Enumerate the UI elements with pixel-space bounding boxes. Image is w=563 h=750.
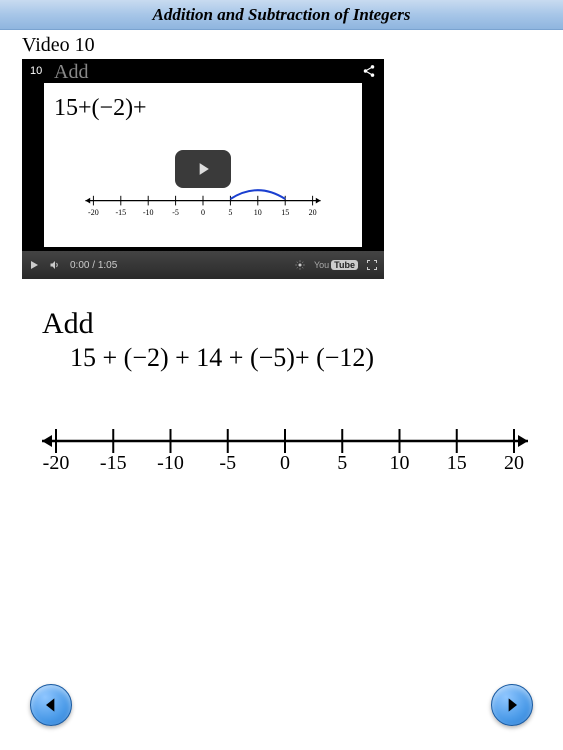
nav-buttons (0, 684, 563, 726)
svg-text:10: 10 (390, 452, 410, 474)
play-icon[interactable] (28, 259, 40, 271)
number-line: -20 -15 -10 -5 0 5 10 15 20 (40, 421, 530, 491)
svg-text:-5: -5 (172, 208, 179, 217)
play-button[interactable] (175, 150, 231, 188)
duration: 1:05 (98, 260, 117, 271)
svg-text:-5: -5 (219, 452, 236, 474)
svg-text:15: 15 (447, 452, 467, 474)
problem-heading: Add (42, 307, 533, 341)
svg-text:5: 5 (228, 208, 232, 217)
video-equation-preview: 15+(−2)+ (54, 95, 147, 122)
current-time: 0:00 (70, 260, 89, 271)
svg-text:20: 20 (309, 208, 317, 217)
video-time: 0:00 / 1:05 (70, 260, 117, 271)
fullscreen-icon[interactable] (366, 259, 378, 271)
settings-icon[interactable] (294, 259, 306, 271)
svg-text:-15: -15 (100, 452, 127, 474)
svg-text:5: 5 (337, 452, 347, 474)
svg-text:10: 10 (254, 208, 262, 217)
video-index: 10 (30, 65, 42, 77)
prev-button[interactable] (30, 684, 72, 726)
share-icon[interactable] (362, 64, 376, 78)
problem-expression: 15 + (−2) + 14 + (−5)+ (−12) (42, 343, 533, 373)
svg-text:0: 0 (280, 452, 290, 474)
volume-icon[interactable] (48, 259, 62, 271)
problem-content: Add 15 + (−2) + 14 + (−5)+ (−12) -20-15-… (0, 279, 563, 496)
svg-text:0: 0 (201, 208, 205, 217)
video-player[interactable]: 10 Add 15+(−2)+ -20 -15 -10 -5 0 5 10 15 20 0:00… (22, 59, 384, 279)
svg-text:15: 15 (281, 208, 289, 217)
youtube-logo[interactable]: YouTube (314, 260, 358, 270)
page-header: Addition and Subtraction of Integers (0, 0, 563, 30)
video-label: Video 10 (0, 30, 563, 59)
svg-text:-15: -15 (115, 208, 126, 217)
svg-text:20: 20 (504, 452, 524, 474)
svg-text:-20: -20 (43, 452, 70, 474)
video-numberline: -20 -15 -10 -5 0 5 10 15 20 (54, 183, 352, 223)
svg-text:-20: -20 (88, 208, 99, 217)
svg-text:-10: -10 (157, 452, 184, 474)
svg-text:-10: -10 (143, 208, 154, 217)
video-ghost-title: Add (54, 61, 88, 84)
page-title: Addition and Subtraction of Integers (153, 5, 411, 24)
video-controls: 0:00 / 1:05 YouTube (22, 251, 384, 279)
next-button[interactable] (491, 684, 533, 726)
